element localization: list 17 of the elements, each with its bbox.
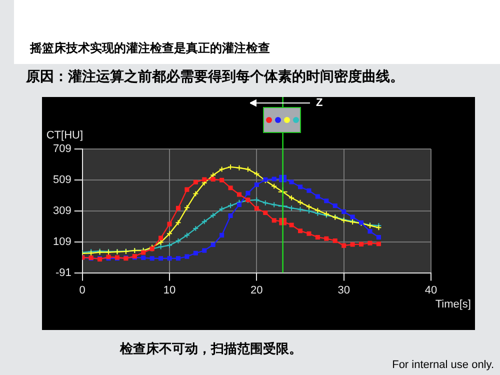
x-tick-label: 20 — [250, 284, 263, 296]
text: For internal use only. — [392, 359, 494, 371]
x-tick-label: 0 — [79, 284, 86, 296]
y-tick-label: 509 — [52, 174, 72, 186]
y-tick-label: -91 — [55, 266, 72, 279]
y-tick-label: 109 — [52, 236, 72, 248]
x-tick-label: 40 — [424, 284, 438, 296]
chart-subtitle: 原因：灌注运算之前都必需要得到每个体素的时间密度曲线。 — [26, 68, 404, 86]
y-tick-label: 309 — [52, 204, 72, 217]
y-tick-label: 709 — [52, 143, 72, 156]
text: Z — [316, 97, 323, 109]
x-tick-label: 30 — [338, 284, 350, 296]
x-axis-title: Time[s] — [435, 298, 471, 310]
x-tick-label: 10 — [163, 284, 176, 296]
y-axis-title: CT[HU] — [46, 130, 84, 142]
text: 检查床不可动，扫描范围受限。 — [120, 340, 302, 358]
chart-title: 摇篮床技术实现的灌注检查是真正的灌注检查 — [30, 40, 270, 57]
